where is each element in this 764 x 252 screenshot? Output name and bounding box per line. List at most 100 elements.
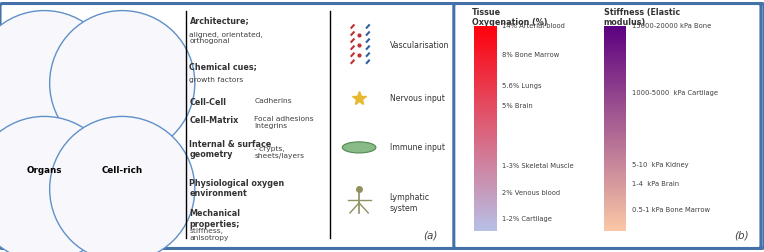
Bar (604, 144, 626, 145)
Bar (474, 57, 497, 58)
Bar (474, 161, 497, 162)
Bar (474, 115, 497, 116)
Bar (474, 188, 497, 189)
Bar (604, 107, 626, 108)
Text: Organs: Organs (27, 166, 62, 175)
Bar (604, 110, 626, 111)
Bar (604, 225, 626, 226)
Ellipse shape (0, 11, 117, 156)
Bar (604, 64, 626, 65)
Bar (474, 172, 497, 173)
Text: Internal & surface
geometry: Internal & surface geometry (189, 140, 272, 159)
Bar (604, 91, 626, 92)
Bar (474, 147, 497, 148)
Bar (474, 207, 497, 208)
Bar (604, 36, 626, 37)
Bar (474, 216, 497, 217)
Bar (604, 84, 626, 85)
Bar (474, 89, 497, 90)
Bar (604, 103, 626, 104)
Bar (474, 155, 497, 156)
Bar (604, 193, 626, 194)
Bar (604, 217, 626, 218)
Text: Cell-rich: Cell-rich (102, 166, 143, 175)
Bar (604, 65, 626, 66)
Text: Physiological oxygen
environment: Physiological oxygen environment (189, 179, 285, 198)
Bar (604, 93, 626, 94)
Text: aligned, orientated,
orthogonal: aligned, orientated, orthogonal (189, 32, 264, 45)
Bar (474, 95, 497, 96)
Bar (604, 181, 626, 182)
Bar (474, 87, 497, 88)
Bar (474, 223, 497, 224)
Bar (474, 99, 497, 100)
Bar (604, 75, 626, 76)
Bar (604, 85, 626, 86)
Bar (474, 40, 497, 41)
Bar (474, 48, 497, 49)
Text: Chemical cues;: Chemical cues; (189, 62, 257, 71)
Bar (604, 226, 626, 227)
Bar (474, 58, 497, 59)
Text: Nervous input: Nervous input (390, 94, 445, 103)
Bar (474, 67, 497, 68)
Bar (604, 154, 626, 155)
Bar (604, 39, 626, 40)
Bar (604, 149, 626, 150)
Bar (474, 113, 497, 114)
Bar (604, 40, 626, 41)
Bar (604, 177, 626, 178)
Bar (474, 42, 497, 43)
Bar (474, 91, 497, 92)
Bar (474, 227, 497, 228)
Bar (604, 66, 626, 67)
Bar (604, 215, 626, 216)
Bar (604, 90, 626, 91)
Text: Tissue
Oxygenation (%): Tissue Oxygenation (%) (472, 8, 548, 27)
Bar (474, 71, 497, 72)
Bar (604, 112, 626, 113)
Bar (604, 155, 626, 156)
Text: 1-3% Skeletal Muscle: 1-3% Skeletal Muscle (502, 163, 574, 169)
Bar (474, 37, 497, 38)
Bar (474, 60, 497, 61)
Bar (474, 193, 497, 194)
Circle shape (342, 142, 376, 153)
Bar (604, 229, 626, 230)
Bar (604, 219, 626, 220)
Bar (604, 44, 626, 45)
Bar (474, 229, 497, 230)
Bar (474, 194, 497, 195)
Bar (604, 163, 626, 164)
Text: 14% Arterial blood: 14% Arterial blood (502, 23, 565, 29)
Bar (604, 151, 626, 152)
Bar (474, 118, 497, 119)
Bar (604, 108, 626, 109)
Bar (604, 86, 626, 87)
Bar (604, 199, 626, 200)
Bar (474, 202, 497, 203)
Bar (604, 210, 626, 211)
Bar (604, 45, 626, 46)
Bar (474, 135, 497, 136)
Bar (474, 177, 497, 178)
Bar (474, 201, 497, 202)
Bar (604, 159, 626, 160)
Text: 5-10  kPa Kidney: 5-10 kPa Kidney (632, 162, 688, 168)
Bar (604, 202, 626, 203)
Bar (604, 72, 626, 73)
Bar (474, 114, 497, 115)
Bar (474, 66, 497, 67)
Bar (474, 181, 497, 182)
Bar (474, 110, 497, 111)
Bar (604, 133, 626, 134)
Bar (474, 164, 497, 165)
Bar (474, 34, 497, 35)
Bar (604, 81, 626, 82)
Bar (474, 28, 497, 29)
Bar (604, 183, 626, 184)
Bar (604, 169, 626, 170)
Bar (474, 214, 497, 215)
Bar (474, 190, 497, 191)
Bar (604, 195, 626, 196)
